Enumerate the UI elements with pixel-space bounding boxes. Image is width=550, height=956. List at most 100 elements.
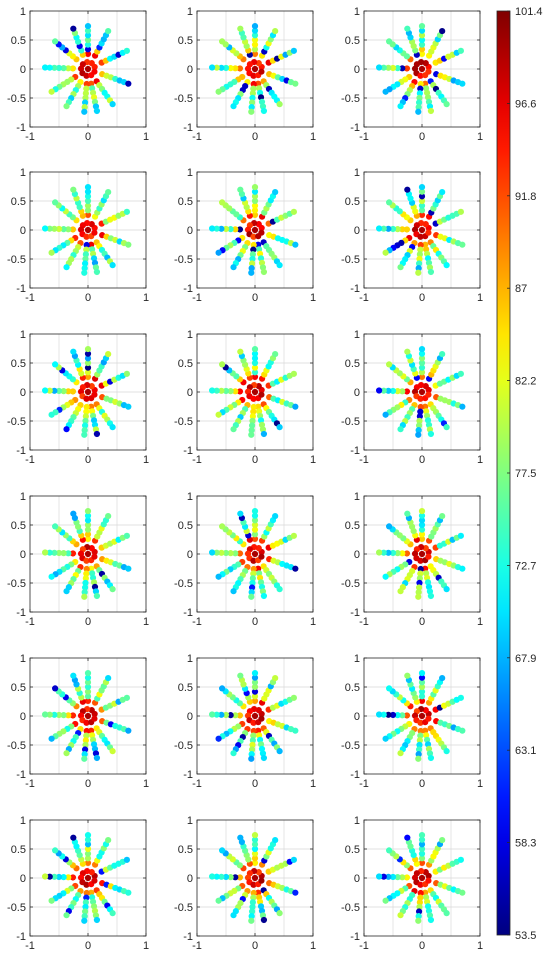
data-point <box>83 403 90 411</box>
data-point <box>417 85 424 92</box>
data-point <box>82 579 89 586</box>
y-tick-label: 0 <box>354 549 360 561</box>
data-point <box>250 408 257 415</box>
data-point <box>418 669 426 677</box>
data-point <box>418 226 426 234</box>
data-point <box>236 874 244 881</box>
data-point <box>255 545 262 552</box>
data-point <box>382 897 389 904</box>
data-point <box>248 422 256 429</box>
data-point <box>81 913 88 920</box>
data-point <box>237 672 244 679</box>
y-tick-label: -1 <box>183 122 193 134</box>
data-point <box>236 550 244 557</box>
y-tick-label: -0.5 <box>174 416 193 428</box>
data-point <box>69 226 77 233</box>
data-point <box>84 350 92 357</box>
data-point <box>416 579 423 586</box>
data-point <box>272 675 279 682</box>
data-point <box>459 241 466 248</box>
x-tick-label: 0 <box>419 778 425 790</box>
data-point <box>248 104 255 111</box>
data-point <box>105 675 112 682</box>
data-point <box>105 351 112 358</box>
data-point <box>48 735 55 742</box>
data-point <box>418 36 426 44</box>
data-point <box>55 873 63 881</box>
data-point <box>250 719 257 726</box>
data-point <box>427 754 435 762</box>
data-point <box>48 249 55 256</box>
y-tick-label: 0.5 <box>178 520 193 532</box>
data-point <box>222 64 230 72</box>
data-point <box>84 188 92 195</box>
data-point <box>83 889 90 897</box>
data-point <box>272 28 279 35</box>
data-point <box>418 850 426 857</box>
x-tick-label: 0 <box>419 292 425 304</box>
x-tick-label: -1 <box>192 616 202 628</box>
data-point <box>46 711 53 718</box>
data-point <box>82 413 89 420</box>
data-point <box>251 32 259 39</box>
data-point <box>69 65 77 72</box>
x-tick-label: 0 <box>85 454 91 466</box>
data-point <box>249 903 256 910</box>
y-tick-label: -1 <box>16 769 26 781</box>
data-point <box>69 388 77 395</box>
data-point <box>250 403 257 411</box>
x-tick-label: 1 <box>310 616 316 628</box>
data-point <box>404 672 411 679</box>
data-point <box>251 535 259 543</box>
x-tick-label: 1 <box>143 131 149 143</box>
data-point <box>213 711 220 718</box>
data-point <box>250 85 257 92</box>
colorbar-tick-label: 58.3 <box>515 838 536 850</box>
data-point <box>48 573 55 580</box>
colorbar-tick-label: 91.8 <box>515 191 536 203</box>
data-point <box>394 550 401 557</box>
data-point <box>63 750 70 757</box>
data-point <box>42 873 49 880</box>
data-point <box>394 388 401 395</box>
data-point <box>251 226 259 234</box>
data-point <box>418 693 426 700</box>
data-point <box>248 108 255 115</box>
data-point <box>81 104 88 111</box>
data-point <box>109 910 116 917</box>
data-point <box>248 265 255 272</box>
data-point <box>46 873 53 880</box>
data-point <box>290 856 297 863</box>
data-point <box>82 94 89 101</box>
data-point <box>418 535 426 543</box>
y-tick-label: -1 <box>350 769 360 781</box>
data-point <box>93 916 101 924</box>
data-point <box>389 549 397 557</box>
data-point <box>81 269 88 276</box>
data-point <box>292 727 299 734</box>
data-point <box>84 521 92 529</box>
x-tick-label: 0 <box>85 778 91 790</box>
data-point <box>258 229 265 236</box>
data-point <box>248 755 255 762</box>
data-point <box>213 64 220 71</box>
x-tick-label: 0 <box>419 616 425 628</box>
x-tick-label: 0 <box>252 940 258 952</box>
data-point <box>417 565 424 573</box>
data-point <box>109 586 116 593</box>
data-point <box>65 226 72 233</box>
y-tick-label: 1 <box>187 653 193 665</box>
data-point <box>248 99 256 106</box>
data-point <box>251 65 259 73</box>
panel-6-3: -1 0 1 1 0.5 0 -0.5 -1 <box>341 815 483 952</box>
x-tick-label: -1 <box>25 778 35 790</box>
colorbar-tick-label: 67.9 <box>515 653 536 665</box>
data-point <box>81 917 88 924</box>
data-point <box>209 873 216 880</box>
data-point <box>230 588 237 595</box>
data-point <box>232 874 239 881</box>
data-point <box>385 64 392 71</box>
data-point <box>385 873 392 880</box>
data-point <box>251 41 259 48</box>
panel-1-1: -1 0 1 1 0.5 0 -0.5 -1 <box>7 6 149 143</box>
